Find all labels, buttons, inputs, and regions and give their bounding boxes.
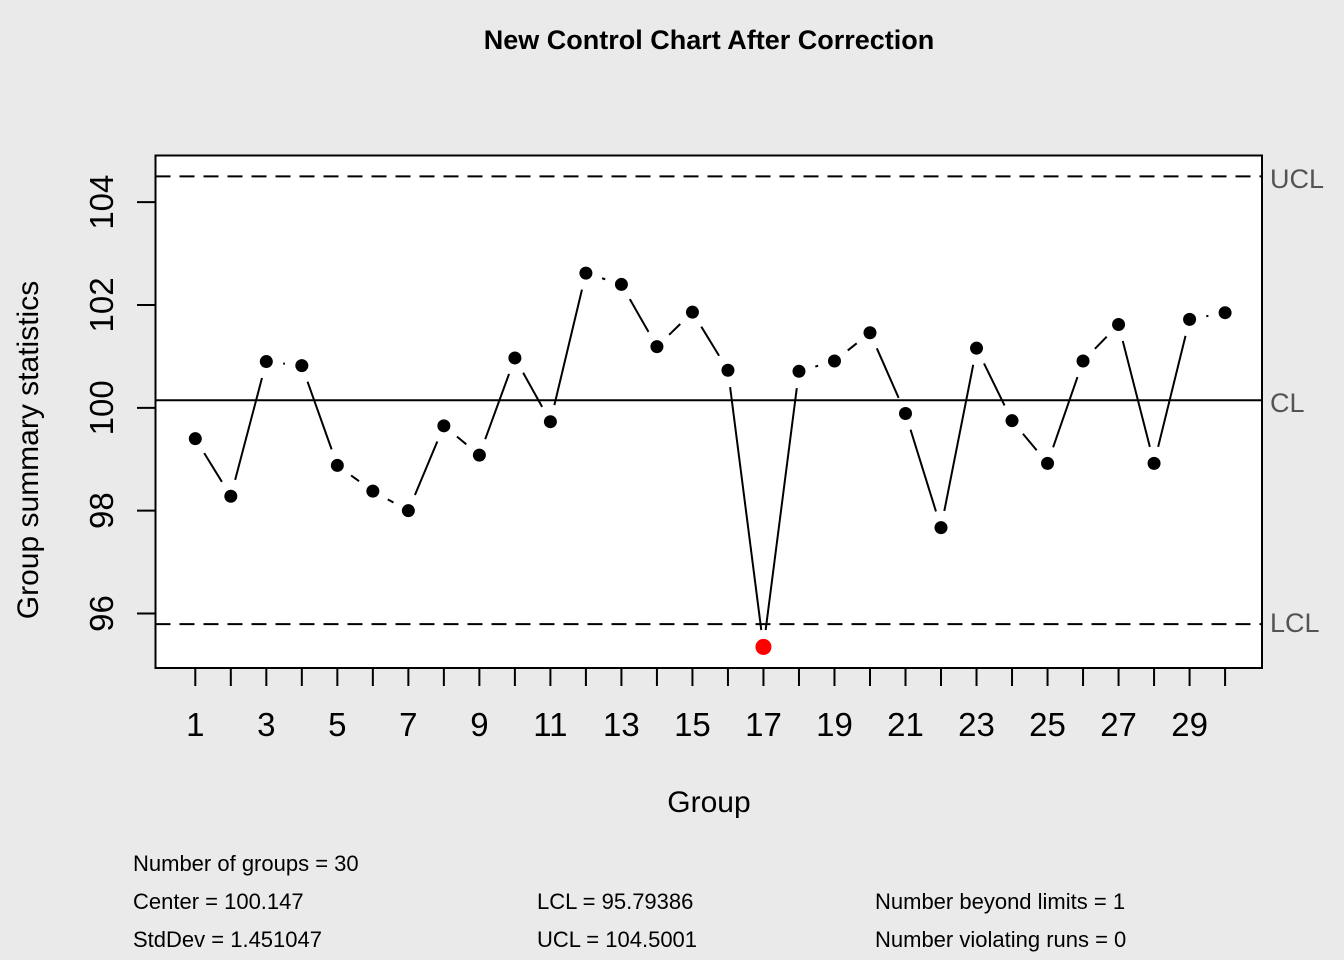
x-tick-label: 11 (533, 706, 567, 743)
stat-beyond-limits: Number beyond limits = 1 (875, 889, 1125, 914)
cl-label: CL (1270, 388, 1305, 418)
data-point (970, 341, 984, 355)
y-axis-ticks: 96 98 100 102 104 (83, 175, 156, 632)
data-point (330, 458, 344, 472)
x-axis-title: Group (667, 786, 750, 819)
x-tick-label: 27 (1100, 706, 1137, 743)
data-point (792, 364, 806, 378)
stat-center: Center = 100.147 (133, 889, 304, 914)
data-point (1218, 306, 1232, 320)
data-point (650, 340, 664, 354)
data-point (899, 406, 912, 420)
y-axis-title: Group summary statistics (12, 281, 45, 619)
series-segment (387, 498, 394, 504)
data-point (1112, 318, 1126, 332)
x-tick-label: 9 (470, 706, 488, 743)
series-segment (522, 372, 544, 408)
data-point (472, 448, 486, 462)
violation-point (755, 638, 772, 655)
x-tick-label: 21 (887, 706, 924, 743)
series-segment (764, 388, 798, 631)
data-point (1041, 456, 1055, 470)
x-tick-label: 29 (1171, 706, 1208, 743)
data-point (579, 266, 593, 280)
data-point (685, 305, 699, 319)
series-segment (628, 298, 650, 333)
stat-violating-runs: Number violating runs = 0 (875, 927, 1126, 952)
lcl-label: LCL (1270, 608, 1320, 638)
x-tick-label: 3 (257, 706, 275, 743)
data-point (543, 415, 557, 429)
series-segment (983, 363, 1006, 406)
x-tick-label: 7 (399, 706, 417, 743)
x-tick-label: 13 (603, 706, 640, 743)
series-segment (456, 435, 467, 446)
series-segment (943, 364, 975, 512)
series-segment (875, 347, 900, 399)
series-segment (203, 452, 223, 483)
data-point (295, 359, 309, 373)
series-points (188, 266, 1232, 655)
data-point (1147, 456, 1161, 470)
x-tick-label: 15 (674, 706, 711, 743)
series-segment (1157, 335, 1187, 448)
data-point (1183, 312, 1197, 326)
series-segment (484, 373, 510, 440)
data-point (401, 504, 415, 518)
y-tick-label: 100 (83, 380, 120, 435)
series-segment (553, 289, 583, 406)
data-point (1005, 414, 1019, 428)
data-point (508, 351, 522, 365)
stat-stddev: StdDev = 1.451047 (133, 927, 322, 952)
series-segment (601, 277, 606, 281)
x-tick-label: 23 (958, 706, 995, 743)
control-limit-lines (155, 175, 1262, 626)
ucl-label: UCL (1270, 164, 1324, 194)
data-point (224, 489, 238, 503)
series-segment (1094, 336, 1108, 350)
series-segment (909, 429, 937, 512)
x-tick-label: 19 (816, 706, 853, 743)
data-point (934, 521, 948, 535)
data-point (721, 363, 735, 377)
y-tick-label: 98 (83, 492, 120, 529)
series-segment (414, 441, 439, 496)
series-segment (668, 323, 681, 336)
series-segment (1052, 376, 1079, 448)
y-tick-label: 102 (83, 277, 120, 332)
stat-ucl: UCL = 104.5001 (537, 927, 697, 952)
plot-area (154, 154, 1263, 669)
series-segment (234, 377, 263, 481)
series-segment (1121, 340, 1151, 448)
series-segment (847, 342, 858, 352)
chart-title: New Control Chart After Correction (484, 25, 935, 55)
data-point (614, 277, 628, 291)
series-segment (350, 474, 360, 482)
x-tick-label: 5 (328, 706, 346, 743)
x-axis-ticks: 1 3 5 7 9 11 13 15 17 19 21 23 25 27 29 (186, 668, 1227, 743)
series-segment (306, 381, 333, 450)
series-segment (700, 326, 720, 357)
data-point (366, 484, 380, 498)
series-segment (815, 364, 819, 368)
data-point (863, 326, 877, 340)
y-tick-label: 104 (83, 175, 120, 230)
stat-lcl: LCL = 95.79386 (537, 889, 693, 914)
data-point (259, 355, 273, 369)
stat-number-of-groups: Number of groups = 30 (133, 851, 359, 876)
x-tick-label: 1 (186, 706, 204, 743)
series-segment (1022, 433, 1038, 451)
data-point (827, 354, 841, 368)
data-point (437, 419, 451, 433)
series-segment (729, 387, 763, 631)
x-tick-label: 25 (1029, 706, 1066, 743)
series-line-segments (203, 277, 1209, 631)
x-tick-label: 17 (745, 706, 782, 743)
data-point (1076, 354, 1090, 368)
y-tick-label: 96 (83, 595, 120, 632)
data-point (188, 432, 202, 446)
